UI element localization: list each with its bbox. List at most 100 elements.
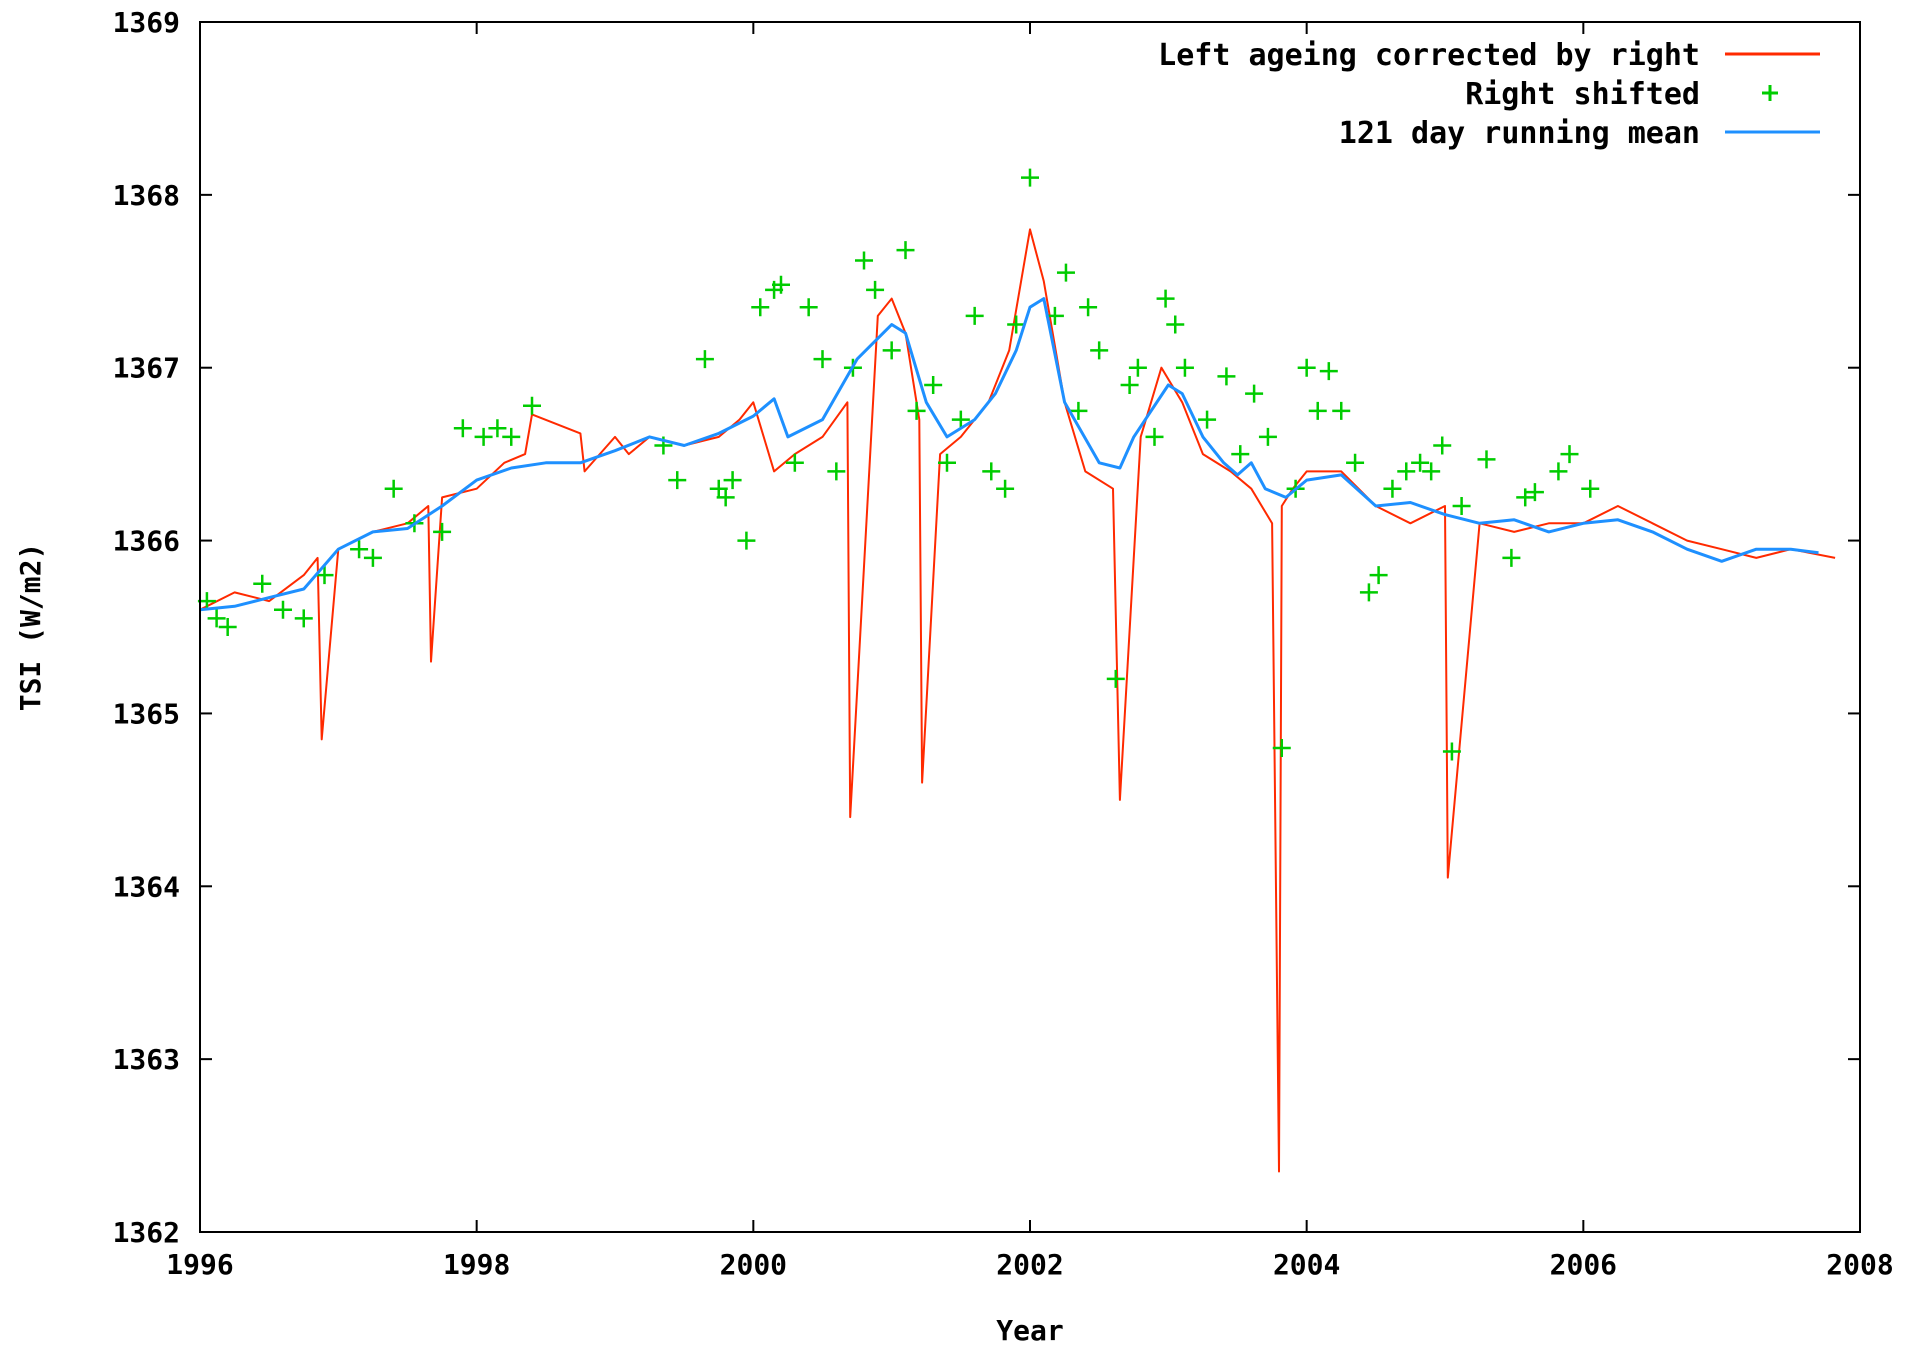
data-point [1128,358,1147,377]
series-line-0 [199,228,1836,1173]
y-tick-label: 1362 [113,1216,180,1249]
data-point [1069,401,1088,420]
data-point [799,298,818,317]
data-point [384,479,403,498]
ticks-layer: 1996 1998 2000 2002 2004 2006 2008 1362 1363 1364… [113,6,1894,1281]
data-point [1422,462,1441,481]
data-point [1369,566,1388,585]
series-line-2 [199,297,1819,612]
data-point [1007,315,1026,334]
data-point [866,280,885,299]
data-point [1056,263,1075,282]
data-point [785,453,804,472]
data-point [253,574,272,593]
data-point [350,540,369,559]
data-point [207,609,226,628]
x-tick-label: 2004 [1273,1248,1340,1281]
data-point [218,618,237,636]
x-tick-label: 1996 [166,1248,233,1281]
data-point [1231,445,1250,464]
legend-swatch-1 [1762,85,1778,101]
data-point [1079,298,1098,317]
data-point [1308,401,1327,420]
data-point [453,419,472,438]
data-point [827,462,846,481]
data-point [1411,453,1430,472]
data-point [1397,462,1416,481]
x-tick-label: 2000 [720,1248,787,1281]
y-tick-label: 1363 [113,1043,180,1076]
data-point [1516,488,1535,507]
data-point [772,275,790,294]
legend-label-0: Left ageing corrected by right [1158,38,1700,73]
data-point [1297,358,1316,377]
data-point [294,609,313,628]
data-point [695,350,714,369]
data-point [938,453,956,472]
data-point [1120,376,1139,394]
data-point [1442,742,1461,761]
legend-label-2: 121 day running mean [1339,116,1700,151]
data-point [1145,427,1164,446]
data-point [813,350,832,369]
y-tick-label: 1366 [113,525,180,558]
y-tick-label: 1368 [113,179,180,212]
data-point [1090,341,1109,360]
x-tick-label: 2002 [996,1248,1063,1281]
data-point [433,522,452,541]
series-markers-1 [197,168,1600,761]
x-tick-label: 2008 [1826,1248,1893,1281]
data-point [1021,168,1039,187]
data-point [523,396,541,415]
data-point [751,298,770,317]
data-point [951,410,970,429]
data-point [668,471,687,490]
data-point [474,427,493,446]
data-point [1560,445,1579,464]
data-point [1346,453,1365,472]
x-tick-label: 2006 [1550,1248,1617,1281]
data-point [996,479,1015,498]
data-point [965,306,984,325]
data-point [896,241,915,260]
data-point [1258,427,1277,446]
x-axis-title: Year [996,1314,1063,1346]
data-point [1166,315,1185,334]
data-point [274,600,292,619]
data-point [1477,450,1496,469]
data-point [502,427,521,446]
legend: Left ageing corrected by right Right shi… [1158,38,1820,151]
data-layer [197,168,1836,1173]
data-point [907,401,926,420]
data-point [1217,367,1236,386]
y-tick-label: 1364 [113,870,180,903]
y-tick-label: 1365 [113,697,180,730]
data-point [982,462,1001,481]
data-point [1106,669,1125,688]
data-point [1319,362,1338,381]
data-point [1359,583,1378,602]
data-point [315,566,334,585]
data-point [488,419,507,438]
data-point [737,531,756,550]
y-tick-label: 1367 [113,352,180,385]
data-point [716,488,735,507]
data-point [882,341,901,360]
data-point [723,471,742,490]
data-point [1332,401,1351,420]
data-point [1175,358,1194,377]
data-point [1581,479,1600,498]
data-point [1156,289,1175,308]
y-axis-title: TSI (W/m2) [14,543,47,712]
data-point [1045,306,1064,325]
data-point [363,548,382,567]
data-point [1525,483,1544,502]
data-point [1245,384,1264,403]
data-point [1433,436,1452,455]
data-point [855,251,873,270]
data-point [1549,462,1568,481]
data-point [1198,410,1217,429]
y-tick-label: 1369 [113,6,180,39]
